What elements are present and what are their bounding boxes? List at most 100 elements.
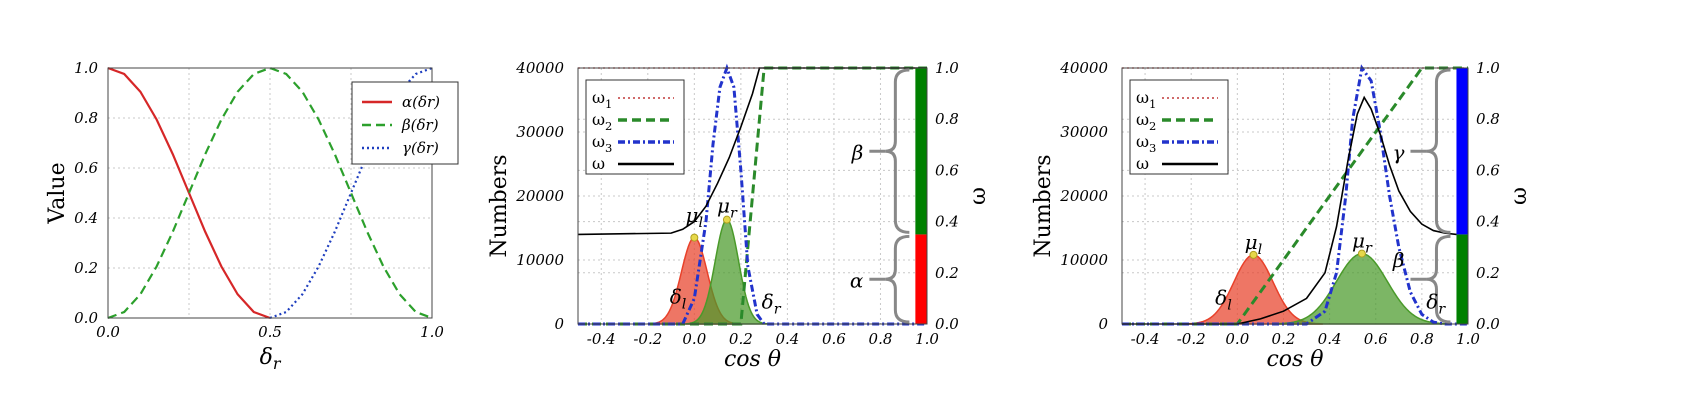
legend-label: ω — [1136, 154, 1149, 173]
y-tick-label: 0.6 — [74, 159, 98, 177]
legend-label: ω1 — [592, 88, 612, 111]
y-tick-label: 1.0 — [74, 59, 98, 77]
x-tick-label: 1.0 — [915, 330, 939, 348]
y2-tick-label: 0.2 — [935, 264, 959, 282]
peak-marker — [1357, 249, 1366, 258]
y-tick-label: 0 — [1098, 315, 1108, 333]
annotation-label: μr — [1352, 229, 1373, 257]
x-tick-label: 0.8 — [1410, 330, 1434, 348]
legend-label: ω3 — [1136, 132, 1156, 155]
x-tick-label: 0.2 — [729, 330, 753, 348]
side-bar-label: γ — [1393, 140, 1405, 164]
series-line — [577, 67, 927, 236]
y2-tick-label: 0.8 — [1476, 110, 1500, 128]
annotation-label: δr — [762, 289, 782, 317]
x-tick-label: 0.5 — [258, 323, 282, 341]
side-bar-segment — [1456, 68, 1468, 235]
x-tick-label: -0.4 — [587, 330, 616, 348]
annotation-label: μl — [686, 203, 704, 231]
y2-tick-label: 0.0 — [935, 315, 959, 333]
series-line — [1122, 64, 1468, 326]
series-line — [1122, 95, 1457, 325]
y2-tick-label: 0.2 — [1476, 264, 1500, 282]
y-tick-label: 10000 — [516, 251, 564, 269]
y2-tick-label: 1.0 — [1476, 59, 1500, 77]
legend-label: β(δr) — [401, 116, 439, 134]
y-tick-label: 20000 — [1059, 187, 1108, 205]
side-bar-segment — [1456, 234, 1468, 324]
y2-axis-label: ω — [1507, 187, 1532, 205]
y-tick-label: 0 — [554, 315, 564, 333]
legend-box — [1129, 79, 1229, 175]
plot-frame — [577, 67, 928, 325]
side-bar-segment — [915, 68, 927, 235]
series-line — [107, 66, 433, 320]
side-bar-label: β — [851, 140, 864, 164]
legend-box — [585, 79, 685, 175]
annotation-label: δl — [670, 284, 687, 312]
x-axis-label: δr — [260, 345, 282, 373]
x-tick-label: 1.0 — [1456, 330, 1480, 348]
y-tick-label: 0.0 — [74, 309, 98, 327]
legend: α(δr) β(δr) γ(δr) — [351, 81, 459, 165]
y2-axis-label: ω — [966, 187, 991, 205]
y2-tick-label: 1.0 — [935, 59, 959, 77]
y-tick-label: 40000 — [515, 59, 564, 77]
x-tick-label: 0.0 — [96, 323, 120, 341]
annotation-label: μr — [717, 193, 738, 221]
y-tick-label: 20000 — [515, 187, 564, 205]
plot-frame — [107, 67, 433, 319]
peak-marker — [690, 233, 699, 242]
y-tick-label: 0.8 — [74, 109, 98, 127]
side-brace — [885, 234, 910, 324]
x-tick-label: 1.0 — [420, 323, 444, 341]
y2-tick-label: 0.6 — [935, 161, 959, 179]
side-bar-label: α — [850, 268, 864, 292]
annotation-label: μl — [1245, 230, 1263, 258]
y-axis-label: Value — [45, 162, 70, 224]
side-brace — [885, 68, 910, 234]
y2-tick-label: 0.6 — [1476, 161, 1500, 179]
x-axis-label: cos θ — [1266, 347, 1323, 372]
chart-3-numbers-vs-cos-theta: γ β μl μr δl δr 0 10000 20000 30000 40000 0.0 0.2 0.4… — [1031, 59, 1532, 372]
series-line — [107, 66, 271, 320]
x-tick-label: 0.4 — [1318, 330, 1342, 348]
x-tick-label: 0.4 — [775, 330, 799, 348]
x-tick-label: -0.2 — [633, 330, 662, 348]
side-brace — [1426, 234, 1451, 324]
y2-tick-label: 0.8 — [935, 110, 959, 128]
legend-label: ω1 — [1136, 88, 1156, 111]
x-tick-label: 0.8 — [869, 330, 893, 348]
x-tick-label: -0.2 — [1177, 330, 1206, 348]
x-tick-label: -0.4 — [1131, 330, 1160, 348]
x-tick-label: 0.2 — [1272, 330, 1296, 348]
annotation-label: δl — [1215, 286, 1232, 314]
x-tick-label: 0.0 — [1225, 330, 1249, 348]
peak-marker — [1249, 250, 1258, 259]
y-axis-label: Numbers — [1031, 154, 1056, 257]
x-tick-label: 0.0 — [682, 330, 706, 348]
y-tick-label: 0.2 — [74, 259, 98, 277]
y2-tick-label: 0.4 — [935, 213, 959, 231]
annotation-label: δr — [1426, 289, 1446, 317]
chart-1-value-vs-delta-r: 0.0 0.2 0.4 0.6 0.8 1.0 0.0 0.5 1.0 δr Value α(δr) β… — [45, 59, 459, 373]
x-axis-label: cos θ — [724, 347, 781, 372]
peak-marker — [722, 215, 731, 224]
legend-label: ω3 — [592, 132, 612, 155]
legend-box — [351, 81, 459, 165]
y-tick-label: 30000 — [1060, 123, 1108, 141]
y-tick-label: 10000 — [1060, 251, 1108, 269]
plot-frame — [1121, 67, 1469, 325]
legend-label: ω — [592, 154, 605, 173]
y-tick-label: 30000 — [516, 123, 564, 141]
y-tick-label: 40000 — [1059, 59, 1108, 77]
y2-tick-label: 0.4 — [1476, 213, 1500, 231]
area-peak — [1272, 252, 1452, 325]
legend-label: ω2 — [592, 110, 612, 133]
legend-label: γ(δr) — [402, 139, 439, 157]
side-bar-segment — [915, 234, 927, 324]
